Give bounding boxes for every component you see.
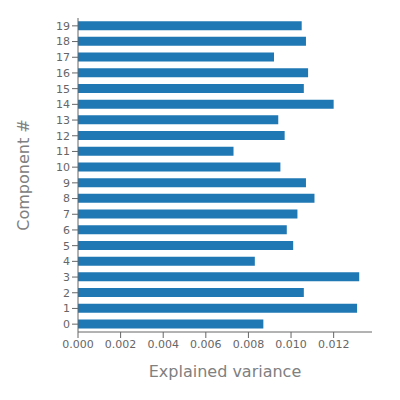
svg-text:5: 5: [63, 240, 70, 253]
svg-text:3: 3: [63, 271, 70, 284]
svg-text:19: 19: [56, 20, 70, 33]
svg-text:0.002: 0.002: [105, 338, 137, 351]
svg-text:6: 6: [63, 224, 70, 237]
svg-text:4: 4: [63, 255, 70, 268]
svg-text:0.012: 0.012: [318, 338, 350, 351]
svg-text:14: 14: [56, 98, 70, 111]
svg-text:10: 10: [56, 161, 70, 174]
svg-text:2: 2: [63, 287, 70, 300]
svg-text:0.006: 0.006: [190, 338, 222, 351]
svg-text:9: 9: [63, 177, 70, 190]
svg-text:0.008: 0.008: [233, 338, 265, 351]
svg-text:17: 17: [56, 51, 70, 64]
svg-text:8: 8: [63, 192, 70, 205]
svg-text:0.004: 0.004: [147, 338, 179, 351]
svg-text:0: 0: [63, 318, 70, 331]
svg-text:0.000: 0.000: [62, 338, 94, 351]
svg-text:1: 1: [63, 302, 70, 315]
svg-text:Explained variance: Explained variance: [149, 362, 302, 381]
svg-text:16: 16: [56, 67, 70, 80]
svg-text:0.010: 0.010: [275, 338, 307, 351]
svg-text:7: 7: [63, 208, 70, 221]
svg-text:15: 15: [56, 83, 70, 96]
svg-text:12: 12: [56, 130, 70, 143]
svg-text:Component #: Component #: [14, 119, 33, 230]
svg-text:13: 13: [56, 114, 70, 127]
svg-text:11: 11: [56, 145, 70, 158]
svg-text:18: 18: [56, 35, 70, 48]
